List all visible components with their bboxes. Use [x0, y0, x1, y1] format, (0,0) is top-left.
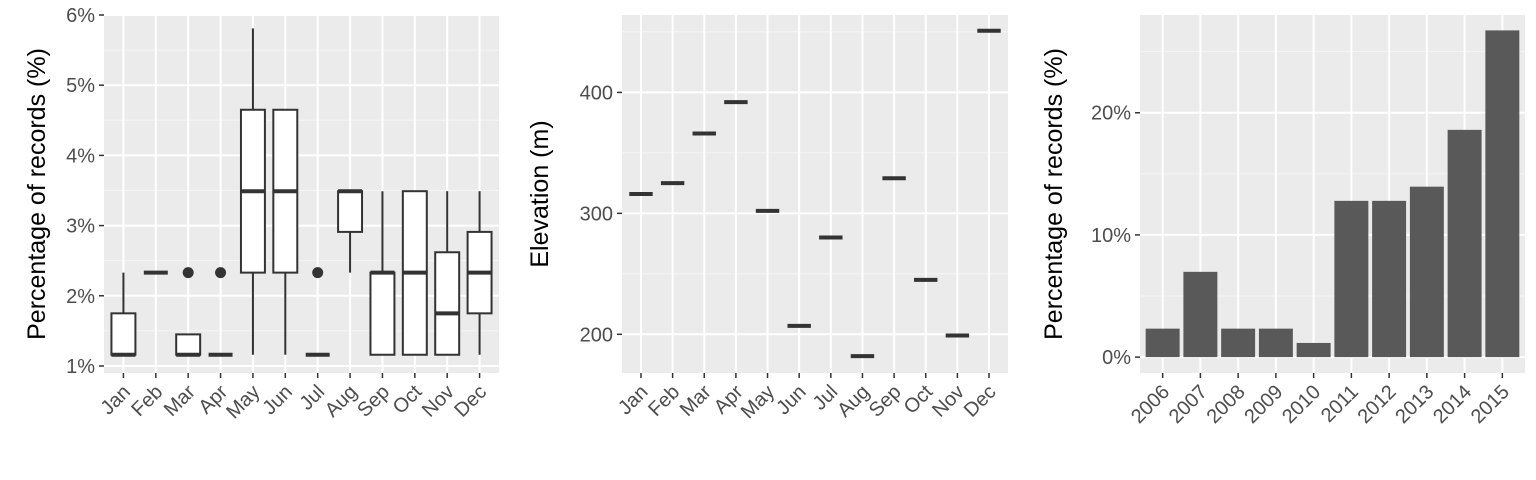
box-jan [110, 272, 137, 357]
x-tick-label: 2010 [1278, 381, 1325, 428]
x-tick-label: Mar [676, 381, 716, 421]
panel-background [622, 15, 1008, 373]
y-tick-label: 1% [66, 356, 95, 378]
chart-monthly-percentage: 1% 2% 3% 4% 5% 6% JanFebMarAprMayJunJulAugSep… [23, 5, 499, 423]
box-dec [466, 191, 493, 355]
x-tick-label: May [222, 381, 264, 423]
x-tick-label: 2009 [1240, 381, 1287, 428]
x-tick-label: Oct [389, 381, 427, 419]
x-tick-label: Sep [865, 381, 906, 422]
x-tick-label: 2014 [1429, 381, 1476, 428]
x-tick-label: 2013 [1391, 381, 1438, 428]
x-tick-label: Feb [127, 381, 167, 421]
y-axis-title: Elevation (m) [526, 120, 554, 267]
x-tick-label: Oct [900, 381, 938, 419]
box-mar [175, 267, 202, 357]
x-tick-label: 2011 [1317, 381, 1363, 427]
plot-marks [629, 28, 1001, 359]
x-tick-label: Nov [418, 381, 459, 422]
x-tick-label: Jan [97, 381, 135, 419]
chart-monthly-elevation: 200 300 400 JanFebMarAprMayJunJulAugSepOct… [526, 15, 1008, 423]
x-tick-label: Sep [353, 381, 394, 422]
y-tick-label: 4% [66, 145, 95, 167]
y-axis-ticks: 200 300 400 [580, 82, 622, 346]
y-tick-label: 3% [66, 216, 95, 238]
x-tick-label: Jun [258, 381, 296, 419]
x-tick-label: Mar [160, 381, 200, 421]
box-body [175, 333, 202, 356]
box-jun [272, 108, 299, 355]
y-tick-label: 200 [580, 324, 613, 346]
bar-2006 [1145, 328, 1180, 358]
y-tick-label: 6% [66, 5, 95, 27]
y-tick-label: 0% [1102, 347, 1131, 369]
box-nov [434, 191, 461, 356]
x-tick-label: Jun [772, 381, 810, 419]
x-tick-label: 2007 [1165, 381, 1212, 428]
x-tick-label: 2015 [1467, 381, 1514, 428]
bar-2010 [1296, 342, 1331, 358]
box-may [239, 28, 266, 355]
box-apr [208, 267, 233, 357]
y-tick-label: 300 [580, 203, 613, 225]
bar-2007 [1183, 271, 1218, 358]
x-tick-label: 2012 [1354, 381, 1401, 428]
box-oct [401, 190, 428, 356]
box-body [110, 312, 137, 356]
x-tick-label: Dec [960, 381, 1001, 422]
bar-2009 [1258, 328, 1293, 358]
bar-2008 [1221, 328, 1256, 358]
box-body [434, 251, 461, 356]
outlier-point [312, 267, 324, 279]
bar-2014 [1447, 129, 1482, 358]
bar-2015 [1485, 30, 1520, 358]
y-tick-label: 20% [1091, 103, 1131, 125]
y-tick-label: 2% [66, 286, 95, 308]
x-tick-label: Aug [833, 381, 874, 422]
bar-2013 [1409, 186, 1444, 358]
y-tick-label: 10% [1091, 225, 1131, 247]
bar-2012 [1372, 200, 1407, 358]
x-tick-label: Aug [321, 381, 362, 422]
x-tick-label: Jan [614, 381, 652, 419]
y-axis-title: Percentage of records (%) [23, 48, 51, 340]
x-tick-label: Dec [450, 381, 491, 422]
box-sep [369, 191, 396, 356]
bar-2011 [1334, 200, 1369, 358]
plot-marks [1145, 30, 1520, 358]
panel-background [104, 15, 499, 373]
box-body [369, 271, 396, 356]
y-tick-label: 5% [66, 75, 95, 97]
box-jul [305, 267, 330, 357]
y-axis-title: Percentage of records (%) [1040, 48, 1068, 340]
outlier-point [182, 267, 194, 279]
y-tick-label: 400 [580, 82, 613, 104]
outlier-point [215, 267, 227, 279]
x-tick-label: Feb [644, 381, 684, 421]
box-body [337, 190, 364, 233]
y-axis-ticks: 1% 2% 3% 4% 5% 6% [66, 5, 104, 378]
x-tick-label: 2006 [1127, 381, 1174, 428]
chart-yearly-percentage: 0%10%20% 2006200720082009201020112012201… [1040, 15, 1525, 428]
x-tick-label: Nov [928, 381, 969, 422]
y-axis-ticks: 0% 10% 20% [1091, 103, 1140, 369]
plot-marks [110, 28, 493, 357]
box-aug [337, 189, 364, 273]
x-tick-label: 2008 [1203, 381, 1250, 428]
